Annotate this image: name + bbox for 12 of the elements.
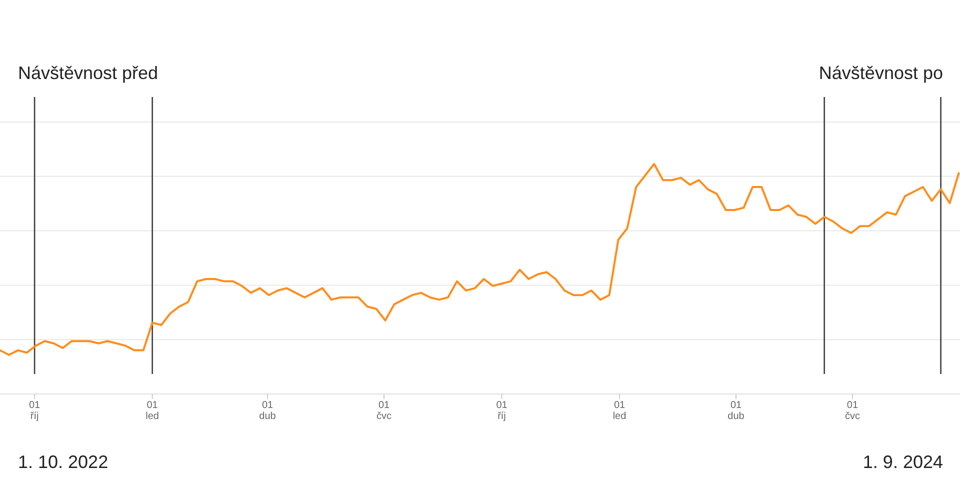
x-tick-label: 01 dub	[728, 400, 745, 422]
x-tick-label: 01 led	[146, 400, 159, 422]
x-tick-label: 01 dub	[259, 400, 276, 422]
text: Návštěvnost po	[818, 63, 943, 83]
text: 1. 10. 2022	[18, 452, 108, 472]
text: 1. 9. 2024	[862, 452, 943, 472]
x-tick-label: 01 říj	[29, 400, 41, 422]
x-tick-label: 01 led	[612, 400, 626, 422]
x-tick-label: 01 čvc	[844, 400, 860, 422]
text: Návštěvnost před	[18, 63, 158, 83]
x-tick-label: 01 říj	[496, 400, 508, 422]
x-tick-label: 01 čvc	[376, 400, 392, 422]
